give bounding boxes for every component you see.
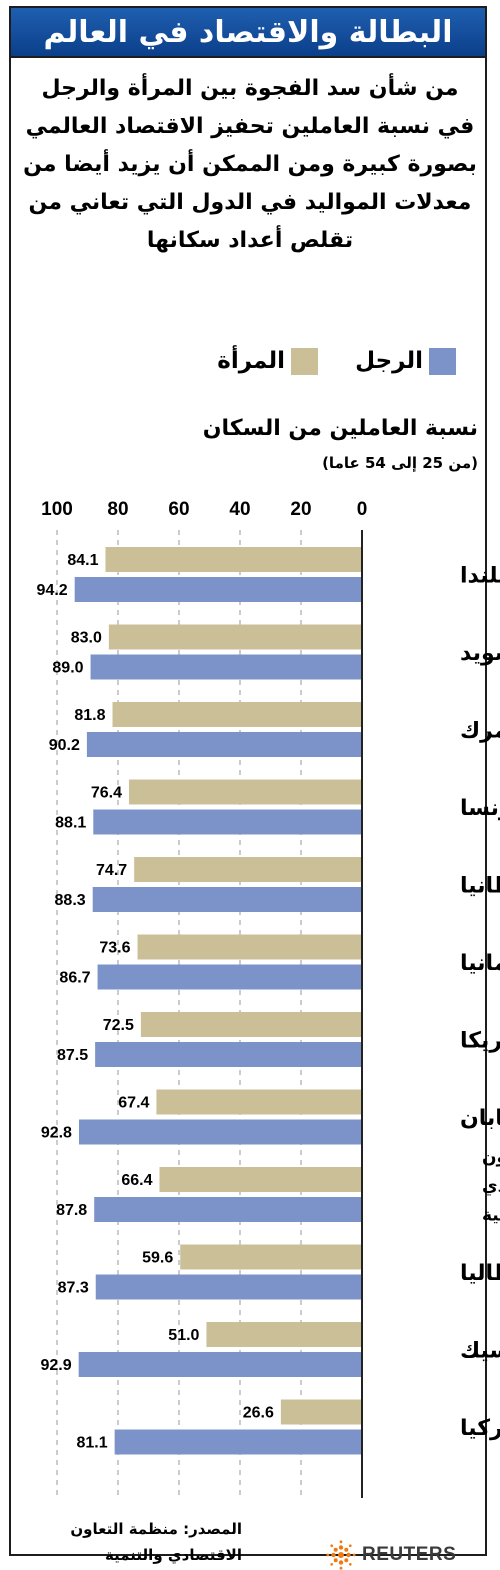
value-label-men: 86.7 bbox=[59, 970, 90, 987]
legend-item-women: المرأة bbox=[217, 346, 318, 376]
x-tick-label: 60 bbox=[168, 499, 189, 520]
bar-men bbox=[95, 1274, 363, 1300]
axis-subtitle: (من 25 إلى 54 عاما) bbox=[322, 454, 478, 472]
value-label-women: 59.6 bbox=[142, 1250, 173, 1267]
bar-women bbox=[280, 1399, 362, 1425]
category-label: المانيا bbox=[460, 951, 500, 976]
bar-women bbox=[134, 857, 362, 882]
category-label: ايسلندا bbox=[460, 564, 500, 589]
value-label-men: 89.0 bbox=[52, 660, 83, 677]
bar-men bbox=[95, 1042, 362, 1067]
value-label-women: 73.6 bbox=[99, 940, 130, 957]
value-label-women: 81.8 bbox=[74, 707, 105, 724]
bar-women bbox=[159, 1167, 362, 1192]
source-line-2: الاقتصادي والتنمية bbox=[105, 1546, 242, 1564]
value-label-men: 87.3 bbox=[58, 1280, 89, 1297]
category-label: بريطانيا bbox=[460, 874, 500, 899]
value-label-men: 94.2 bbox=[37, 582, 68, 599]
legend-item-men: الرجل bbox=[355, 346, 456, 376]
bar-men bbox=[97, 964, 362, 990]
bar-women bbox=[140, 1012, 362, 1037]
value-label-women: 67.4 bbox=[118, 1095, 149, 1112]
legend-label-women: المرأة bbox=[217, 348, 285, 374]
value-label-women: 74.7 bbox=[96, 862, 127, 879]
logo-text: REUTERS bbox=[362, 1544, 457, 1565]
category-label: الدنمرك bbox=[460, 719, 500, 744]
x-tick-label: 0 bbox=[357, 499, 368, 520]
category-label: اليابان bbox=[460, 1106, 500, 1131]
bar-men bbox=[78, 1352, 362, 1377]
x-tick-label: 80 bbox=[107, 499, 128, 520]
category-label: السويد bbox=[460, 641, 500, 666]
category-label: المكسيك bbox=[460, 1339, 500, 1364]
value-label-men: 87.8 bbox=[56, 1202, 87, 1219]
bar-men bbox=[74, 577, 362, 602]
value-label-women: 66.4 bbox=[121, 1172, 152, 1189]
value-label-men: 87.5 bbox=[57, 1047, 88, 1064]
category-label: إيطاليا bbox=[460, 1261, 500, 1286]
value-label-men: 88.3 bbox=[55, 892, 86, 909]
bar-women bbox=[128, 779, 362, 805]
bar-women bbox=[180, 1244, 362, 1270]
value-label-men: 88.1 bbox=[55, 815, 86, 832]
bar-men bbox=[114, 1429, 363, 1455]
source-line-1: المصدر: منظمة التعاون bbox=[70, 1520, 242, 1538]
category-label: فرنسا bbox=[460, 796, 500, 821]
reuters-logo: REUTERS bbox=[326, 1540, 456, 1570]
value-label-men: 92.8 bbox=[41, 1125, 72, 1142]
value-label-women: 76.4 bbox=[91, 785, 122, 802]
value-label-women: 83.0 bbox=[71, 630, 102, 647]
x-tick-label: 20 bbox=[290, 499, 311, 520]
bar-men bbox=[93, 809, 363, 835]
x-tick-label: 40 bbox=[229, 499, 250, 520]
bar-men bbox=[90, 654, 363, 680]
category-label: تركيا bbox=[460, 1416, 500, 1441]
page-title: البطالة والاقتصاد في العالم bbox=[43, 14, 453, 50]
bar-women bbox=[112, 702, 362, 727]
reuters-dot-sphere-icon bbox=[326, 1540, 356, 1570]
bar-men bbox=[78, 1119, 363, 1145]
value-label-women: 51.0 bbox=[168, 1327, 199, 1344]
value-label-women: 26.6 bbox=[243, 1405, 274, 1422]
bar-women bbox=[137, 934, 362, 960]
bar-men bbox=[92, 887, 362, 912]
bar-women bbox=[206, 1322, 362, 1347]
legend-label-men: الرجل bbox=[355, 348, 423, 374]
category-label: أمريكا bbox=[460, 1025, 500, 1054]
source-note: المصدر: منظمة التعاون الاقتصادي والتنمية bbox=[22, 1516, 242, 1568]
value-label-men: 81.1 bbox=[77, 1435, 108, 1452]
axis-title: نسبة العاملين من السكان bbox=[202, 416, 478, 441]
value-label-women: 72.5 bbox=[103, 1017, 134, 1034]
bar-women bbox=[156, 1089, 362, 1115]
bar-men bbox=[86, 732, 362, 757]
title-bar: البطالة والاقتصاد في العالم bbox=[9, 6, 487, 58]
subtitle-text: من شأن سد الفجوة بين المرأة والرجل في نس… bbox=[23, 76, 477, 253]
bar-men bbox=[94, 1197, 363, 1222]
bar-women bbox=[105, 547, 363, 572]
x-tick-label: 100 bbox=[41, 499, 73, 520]
legend-swatch-men bbox=[429, 347, 456, 375]
value-label-women: 84.1 bbox=[67, 552, 98, 569]
value-label-men: 90.2 bbox=[49, 737, 80, 754]
bar-women bbox=[108, 624, 362, 650]
value-label-men: 92.9 bbox=[41, 1357, 72, 1374]
legend-swatch-women bbox=[291, 347, 318, 375]
